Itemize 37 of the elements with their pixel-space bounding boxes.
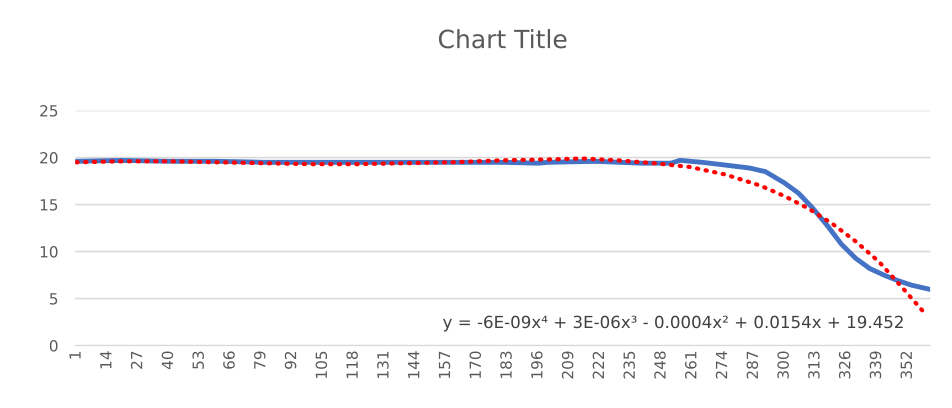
line-series (75, 156, 926, 315)
x-tick-label: 300 (777, 351, 789, 378)
x-tick-label: 274 (716, 351, 728, 378)
x-tick-label: 144 (408, 351, 420, 378)
x-tick-label: 118 (346, 351, 358, 378)
x-tick-label: 222 (592, 352, 604, 378)
x-tick-label: 326 (838, 351, 850, 378)
y-tick-label: 10 (40, 246, 58, 258)
x-tick-label: 261 (684, 352, 697, 378)
x-tick-label: 14 (100, 351, 112, 368)
x-tick-label: 105 (316, 352, 328, 378)
x-tick-label: 209 (562, 352, 574, 378)
x-tick-label: 157 (438, 352, 450, 378)
y-tick-label: 15 (40, 199, 58, 211)
y-tick-label: 5 (50, 293, 58, 305)
x-tick-label: 1 (69, 352, 81, 358)
chart-title: Chart Title (438, 29, 566, 48)
x-tick-label: 339 (870, 352, 882, 378)
x-tick-label: 196 (531, 351, 543, 378)
x-tick-label: 183 (500, 352, 512, 378)
x-tick-label: 248 (654, 351, 666, 378)
x-tick-label: 131 (377, 352, 389, 378)
x-tick-label: 352 (900, 352, 912, 378)
annotation: y = -6E-09x⁴ + 3E-06x³ - 0.0004x² + 0.0154x + 19.452 (443, 316, 903, 332)
x-tick-label: 27 (130, 352, 142, 369)
x-tick-label: 235 (623, 352, 635, 378)
x-tick-label: 79 (254, 352, 266, 369)
y-tick-label: 20 (40, 152, 58, 164)
y-tick-label: 0 (50, 340, 58, 352)
x-tick-label: 287 (746, 352, 758, 378)
x-tick-label: 40 (162, 351, 174, 370)
x-tick-label: 170 (469, 351, 482, 378)
x-tick-label: 313 (808, 352, 820, 378)
x-tick-label: 53 (192, 352, 204, 369)
x-tick-label: 92 (284, 352, 296, 369)
x-tick-label: 66 (223, 351, 235, 369)
y-tick-label: 25 (40, 105, 58, 117)
